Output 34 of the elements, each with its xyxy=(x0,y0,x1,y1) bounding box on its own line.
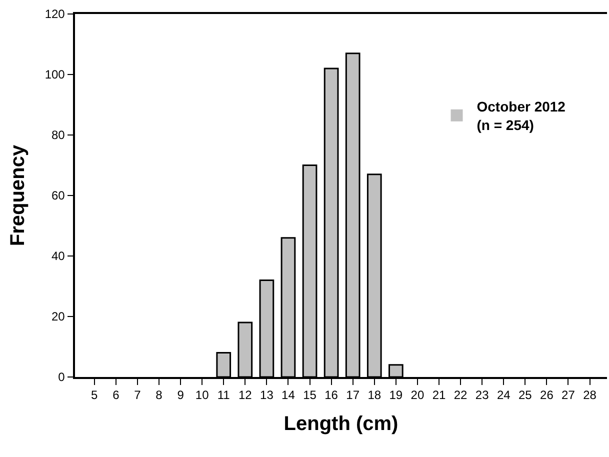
x-tick-label: 25 xyxy=(518,388,532,402)
y-tick-label: 0 xyxy=(58,370,66,384)
x-tick-label: 11 xyxy=(217,388,230,402)
x-axis-title: Length (cm) xyxy=(284,413,398,436)
x-tick-label: 24 xyxy=(496,388,511,402)
legend-label: October 2012 (n = 254) xyxy=(476,98,566,133)
x-tick-label: 21 xyxy=(432,388,446,402)
x-tick-label: 16 xyxy=(324,388,338,402)
x-tick-label: 12 xyxy=(238,388,252,402)
x-tick-label: 8 xyxy=(156,388,163,402)
x-tick-label: 18 xyxy=(368,388,382,402)
x-tick-label: 9 xyxy=(177,388,184,402)
y-tick-label: 40 xyxy=(51,249,66,264)
x-tick-label: 28 xyxy=(583,388,597,402)
y-tick-label: 120 xyxy=(44,7,66,22)
x-tick-label: 26 xyxy=(540,388,554,402)
x-tick-label: 27 xyxy=(562,388,576,402)
y-axis-title: Frequency xyxy=(6,144,29,246)
x-tick-label: 20 xyxy=(410,388,424,402)
x-tick-label: 17 xyxy=(346,388,360,402)
x-tick-label: 14 xyxy=(282,388,296,402)
x-tick-label: 10 xyxy=(195,388,210,402)
x-tick-label: 13 xyxy=(260,388,274,402)
y-tick-label: 100 xyxy=(44,68,66,82)
x-tick-label: 22 xyxy=(454,388,468,402)
x-tick-label: 19 xyxy=(389,388,403,402)
x-tick-label: 7 xyxy=(134,388,142,402)
x-tick-label: 5 xyxy=(91,388,98,402)
y-tick-label: 80 xyxy=(51,128,66,142)
y-tick-label: 20 xyxy=(51,310,66,324)
x-tick-label: 6 xyxy=(112,388,120,402)
x-tick-label: 15 xyxy=(303,388,317,402)
y-tick-label: 60 xyxy=(51,188,66,203)
x-tick-label: 23 xyxy=(475,388,490,402)
